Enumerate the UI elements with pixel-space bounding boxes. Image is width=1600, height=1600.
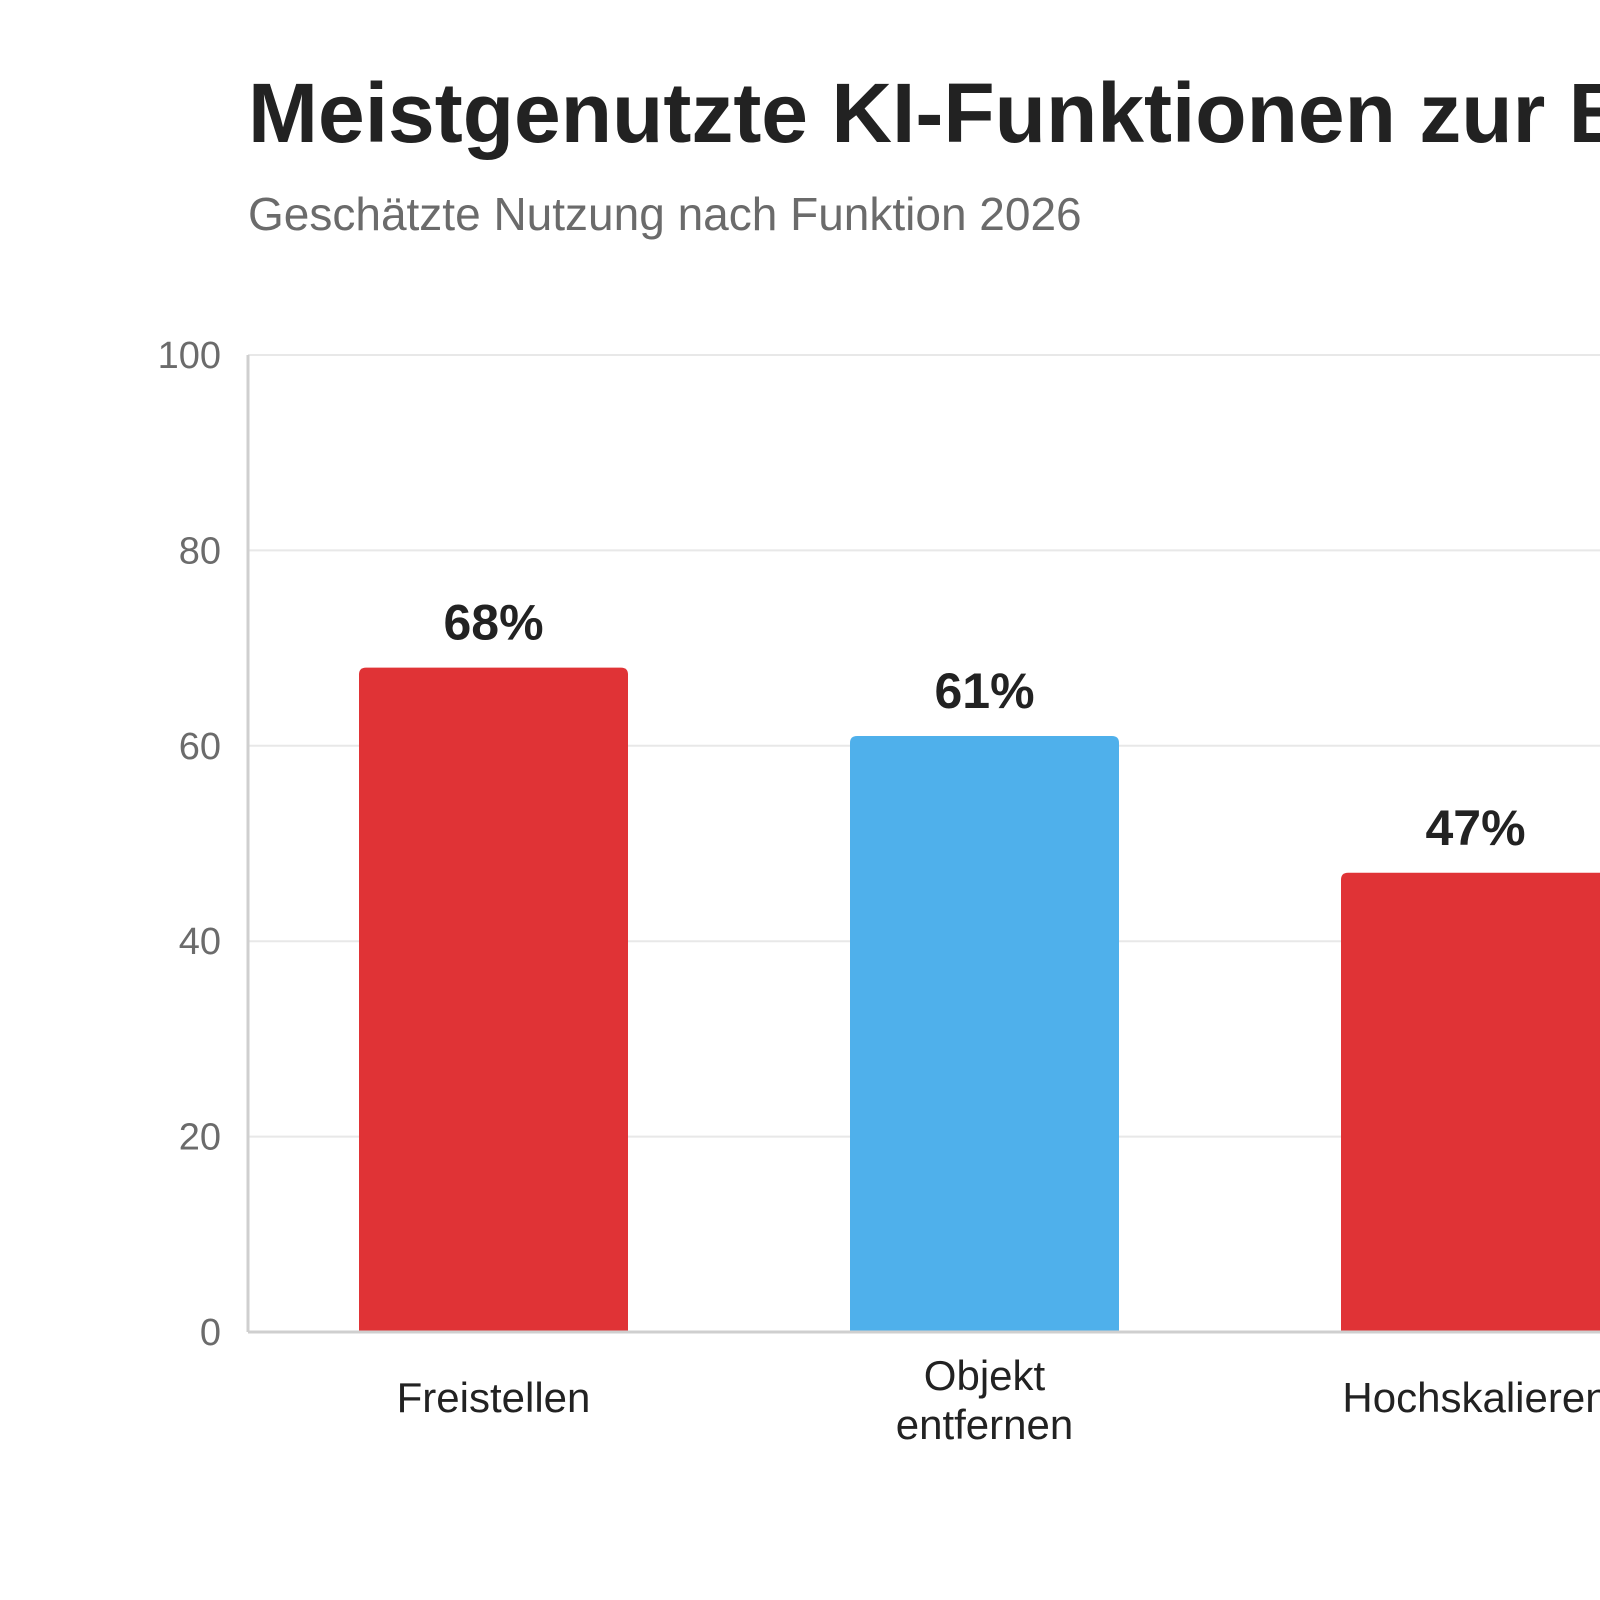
bars [359,667,1600,1332]
axes [246,355,1600,1334]
y-tick-label: 0 [200,1312,221,1354]
x-tick-label: Objekt [924,1352,1046,1399]
data-label: 68% [443,595,543,651]
bar [359,667,628,1332]
bar [850,736,1119,1332]
data-label: 61% [934,663,1034,719]
data-label: 47% [1425,800,1525,856]
y-tick-label: 40 [179,921,221,963]
data-labels: 68% 61% 47% [443,595,1525,856]
y-tick-label: 60 [179,726,221,768]
chart-title: Meistgenutzte KI-Funktionen zur Bildbear… [248,66,1600,160]
y-axis-ticks: 0 20 40 60 80 100 [158,335,221,1354]
x-tick-label: Freistellen [397,1374,591,1421]
y-tick-label: 80 [179,530,221,572]
bar [1341,872,1600,1332]
x-tick-label: Hochskalieren [1342,1374,1600,1421]
chart-subtitle: Geschätzte Nutzung nach Funktion 2026 [248,188,1082,240]
y-tick-label: 20 [179,1117,221,1159]
x-tick-label: entfernen [896,1401,1073,1448]
y-tick-label: 100 [158,335,221,377]
